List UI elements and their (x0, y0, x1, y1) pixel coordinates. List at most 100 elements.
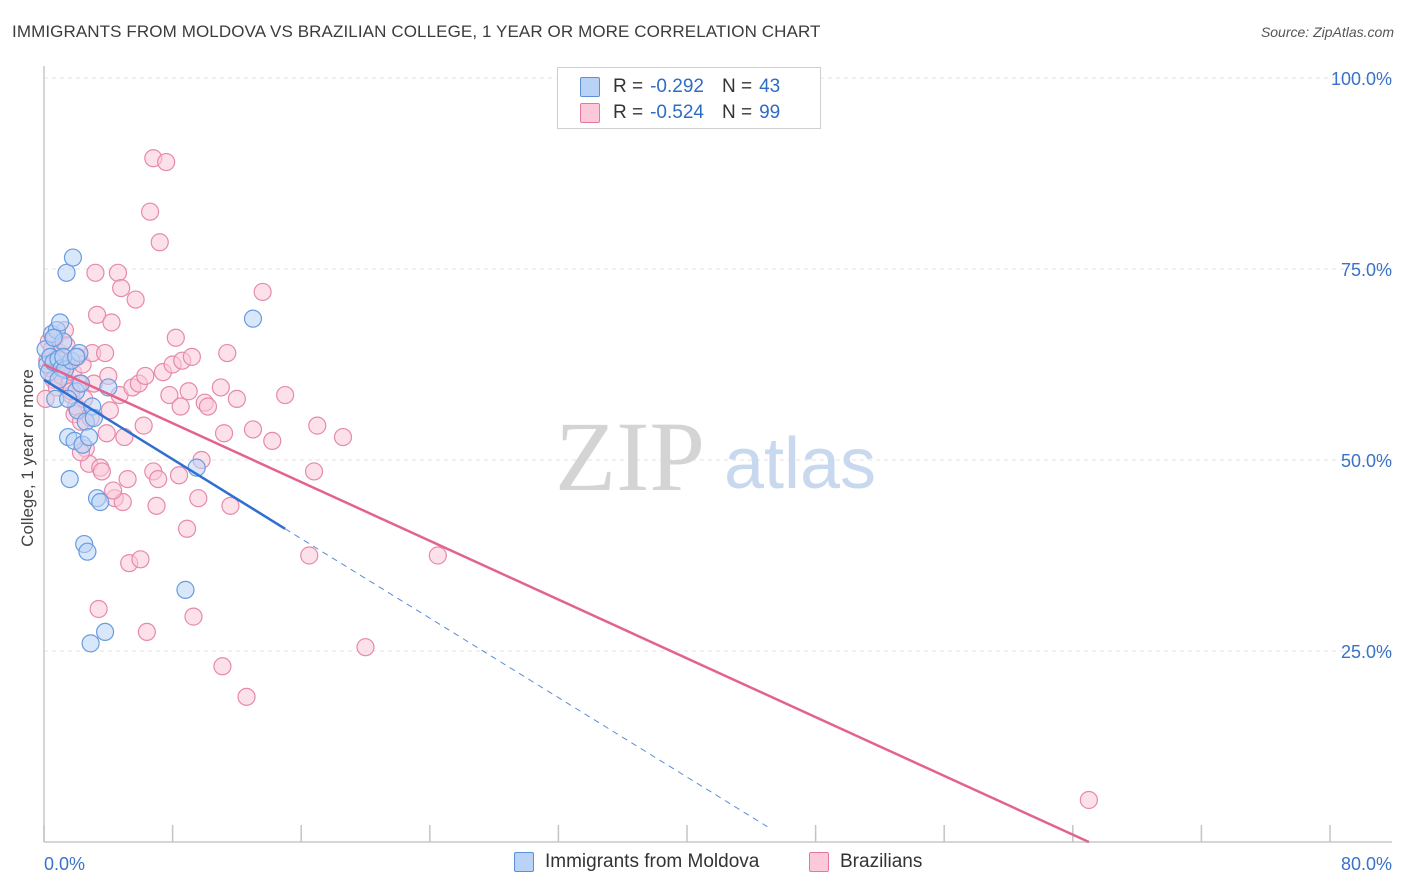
moldova-trendline-extension (284, 528, 768, 828)
brazilian-point (304, 462, 324, 481)
brazilian-point (428, 546, 447, 565)
points-layer (36, 149, 1098, 810)
brazilian-point (136, 366, 155, 386)
brazilian-point (97, 424, 116, 443)
brazilian-point (182, 347, 201, 366)
brazilian-point (134, 416, 153, 435)
brazilian-point (131, 550, 150, 569)
n-label: N = (721, 102, 753, 123)
y-tick-label: 100.0% (1331, 69, 1392, 89)
brazilian-point (150, 233, 169, 252)
series-swatch-brazilians (809, 852, 829, 872)
series-name-moldova: Immigrants from Moldova (545, 851, 760, 872)
brazilian-point (171, 397, 190, 416)
brazilian-point (89, 599, 108, 619)
legend-row-brazilians: R = -0.524 N = 99 (580, 101, 780, 125)
brazilian-point (356, 638, 375, 657)
r-label: R = (613, 102, 644, 123)
r-value-brazilians: -0.524 (650, 102, 704, 123)
brazilian-point (166, 328, 185, 347)
brazilian-point (179, 382, 198, 401)
brazilian-point (213, 657, 232, 676)
brazilian-point (221, 496, 240, 515)
brazilian-point (87, 305, 107, 324)
x-tick-label-min: 0.0% (44, 854, 85, 874)
brazilians-trendline (43, 363, 1090, 844)
brazilian-point (227, 389, 246, 408)
moldova-point (60, 470, 79, 489)
brazilian-point (92, 462, 111, 481)
series-legend-brazilians[interactable]: Brazilians (809, 851, 922, 873)
moldova-point (44, 328, 63, 347)
legend-swatch-moldova (580, 77, 600, 97)
brazilian-point (189, 489, 208, 508)
series-legend-moldova[interactable]: Immigrants from Moldova (514, 851, 759, 873)
trend-layer (43, 363, 1090, 844)
y-tick-label: 50.0% (1341, 451, 1392, 471)
brazilian-point (214, 424, 234, 443)
n-label: N = (721, 76, 753, 97)
moldova-point (91, 492, 110, 512)
x-tick-label-max: 80.0% (1341, 854, 1392, 874)
moldova-point (67, 347, 86, 366)
brazilian-point (104, 481, 123, 500)
source-label: Source: ZipAtlas.com (1260, 24, 1394, 40)
moldova-point (78, 542, 97, 561)
n-value-moldova: 43 (759, 76, 781, 97)
brazilian-point (108, 263, 128, 282)
moldova-point (57, 263, 76, 282)
brazilian-point (263, 431, 282, 450)
brazilian-point (1079, 790, 1098, 810)
brazilian-point (276, 385, 295, 405)
watermark: ZIP atlas (555, 401, 876, 512)
brazilian-point (184, 607, 203, 626)
moldova-point (81, 634, 100, 653)
brazilian-point (86, 263, 105, 282)
moldova-trendline (43, 378, 286, 530)
series-swatch-moldova (514, 852, 534, 872)
brazilian-point (333, 427, 353, 447)
moldova-point (243, 309, 263, 328)
brazilian-point (308, 416, 327, 435)
brazilian-point (115, 427, 134, 447)
moldova-point (63, 248, 83, 267)
r-label: R = (613, 76, 644, 97)
brazilian-point (126, 290, 145, 309)
moldova-point (95, 622, 115, 642)
brazilian-point (147, 496, 166, 515)
brazilian-point (253, 282, 272, 302)
brazilian-point (102, 313, 121, 332)
brazilian-point (218, 343, 237, 363)
chart-title: IMMIGRANTS FROM MOLDOVA VS BRAZILIAN COL… (12, 22, 821, 41)
brazilian-point (100, 401, 120, 420)
brazilian-point (177, 519, 197, 538)
brazilian-point (118, 470, 137, 489)
y-tick-label: 25.0% (1341, 642, 1392, 662)
n-value-brazilians: 99 (759, 102, 781, 123)
moldova-point (79, 427, 99, 447)
y-axis-label: College, 1 year or more (18, 369, 37, 547)
series-name-brazilians: Brazilians (840, 851, 923, 872)
moldova-point (50, 313, 70, 332)
brazilian-point (237, 687, 256, 706)
axis-labels: 25.0% 50.0% 75.0% 100.0% 0.0% 80.0% (44, 69, 1392, 874)
watermark-atlas: atlas (724, 424, 876, 504)
brazilian-point (211, 378, 230, 397)
brazilian-point (243, 420, 263, 439)
legend-row-moldova: R = -0.292 N = 43 (580, 75, 780, 99)
r-value-moldova: -0.292 (650, 76, 704, 97)
watermark-zip: ZIP (555, 401, 705, 512)
brazilian-point (149, 470, 168, 489)
brazilian-point (112, 279, 131, 298)
brazilian-point (140, 202, 160, 221)
brazilian-point (157, 152, 176, 172)
brazilian-point (95, 343, 115, 363)
brazilian-point (169, 466, 189, 485)
axis-layer (43, 66, 1392, 843)
correlation-legend: R = -0.292 N = 43 R = -0.524 N = 99 (557, 67, 821, 129)
brazilian-point (198, 397, 218, 416)
grid-layer (44, 77, 1392, 652)
brazilian-point (160, 385, 179, 405)
brazilian-point (300, 546, 319, 565)
